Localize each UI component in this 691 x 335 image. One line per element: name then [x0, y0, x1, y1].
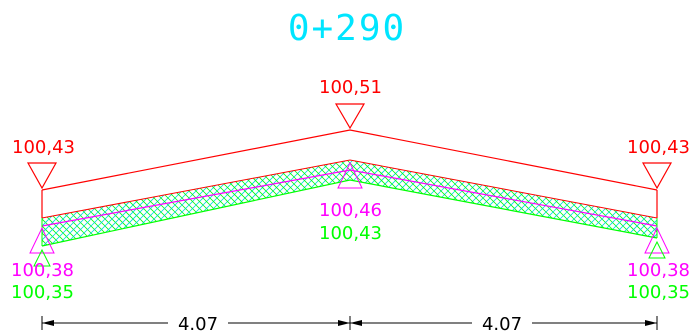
- station-label: 0+290: [288, 8, 406, 49]
- arrowhead-center-left: [338, 320, 350, 326]
- elevation-left-top: 100,43: [12, 137, 75, 158]
- elevation-right-top: 100,43: [627, 137, 690, 158]
- pavement-top-line: [41, 159, 658, 219]
- arrowhead-center-right: [350, 320, 362, 326]
- elevation-center-top: 100,51: [319, 77, 382, 98]
- center-magenta-marker: [337, 161, 363, 189]
- elevation-right-magenta: 100,38: [627, 260, 690, 281]
- design-surface-line: [41, 129, 658, 191]
- elevation-center-green: 100,43: [319, 223, 382, 244]
- subgrade-line: [41, 179, 658, 247]
- center-top-elevation-marker: [334, 103, 366, 130]
- right-green-marker: [648, 240, 666, 259]
- elevation-center-magenta: 100,46: [319, 200, 382, 221]
- left-magenta-marker: [29, 226, 55, 254]
- elevation-left-magenta: 100,38: [11, 260, 74, 281]
- arrowhead-left: [42, 320, 54, 326]
- base-layer-line: [41, 169, 658, 227]
- left-top-elevation-marker: [26, 162, 58, 190]
- right-magenta-marker: [644, 226, 670, 254]
- elevation-right-green: 100,35: [627, 282, 690, 303]
- dimension-left-width: 4.07: [178, 314, 218, 335]
- elevation-left-green: 100,35: [11, 282, 74, 303]
- left-green-marker: [33, 248, 51, 267]
- arrowhead-right: [645, 320, 657, 326]
- right-top-elevation-marker: [641, 162, 673, 190]
- dimension-right-width: 4.07: [482, 314, 522, 335]
